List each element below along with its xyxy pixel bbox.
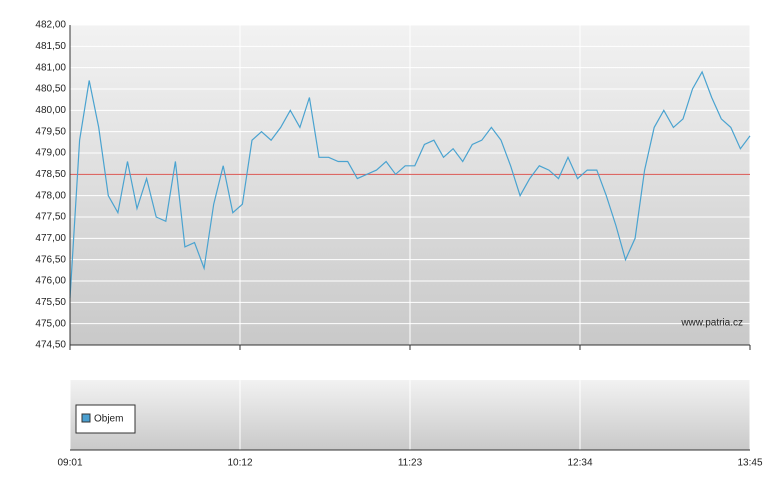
y-tick-label: 481,00 [35, 62, 66, 73]
y-tick-label: 480,50 [35, 84, 66, 95]
legend-label: Objem [94, 414, 123, 425]
y-tick-label: 475,50 [35, 297, 66, 308]
y-tick-label: 480,00 [35, 105, 66, 116]
y-tick-label: 474,50 [35, 340, 66, 351]
y-tick-label: 477,00 [35, 233, 66, 244]
y-tick-label: 482,00 [35, 20, 66, 31]
x-tick-label: 12:34 [567, 458, 592, 469]
y-tick-label: 481,50 [35, 41, 66, 52]
y-tick-label: 479,00 [35, 148, 66, 159]
x-tick-label: 11:23 [398, 458, 423, 469]
price-line [69, 70, 751, 299]
y-tick-label: 476,00 [35, 276, 66, 287]
x-tick-label: 10:12 [227, 458, 252, 469]
legend-swatch [81, 413, 91, 423]
x-tick-label: 09:01 [57, 458, 82, 469]
watermark: www.patria.cz [680, 318, 743, 329]
y-tick-label: 479,50 [35, 126, 66, 137]
y-tick-label: 478,00 [35, 190, 66, 201]
y-tick-label: 478,50 [35, 169, 66, 180]
y-tick-label: 475,00 [35, 318, 66, 329]
y-tick-label: 476,50 [35, 254, 66, 265]
x-tick-label: 13:45 [737, 458, 762, 469]
y-tick-label: 477,50 [35, 212, 66, 223]
